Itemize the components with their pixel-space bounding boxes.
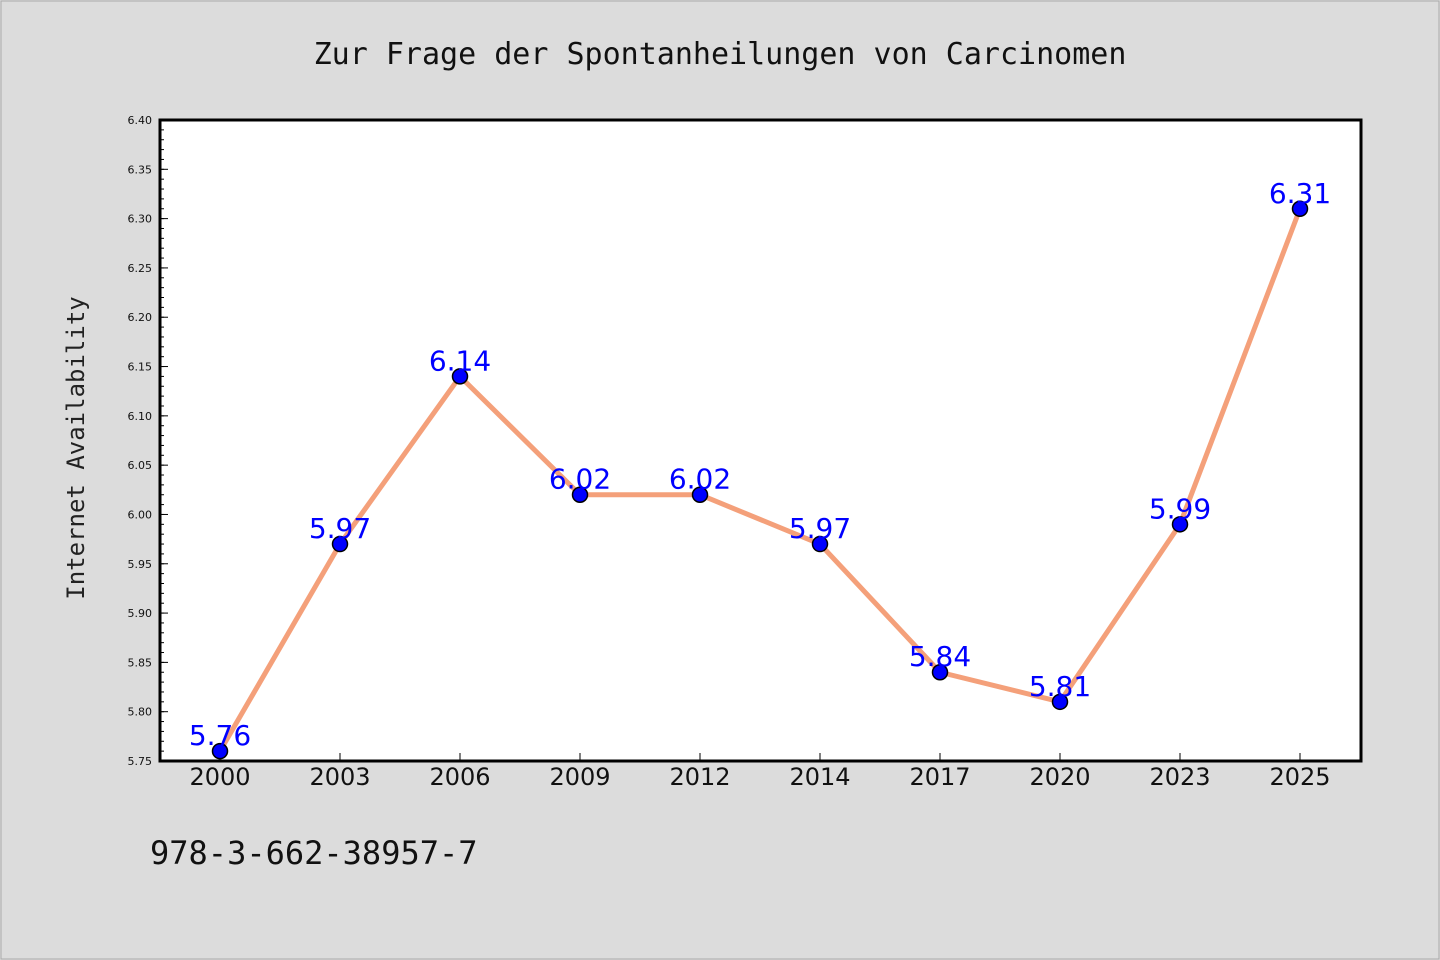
series-line-group <box>217 206 1303 754</box>
y-tick-label: 6.35 <box>128 163 153 176</box>
isbn-text: 978-3-662-38957-7 <box>150 834 478 872</box>
y-tick-label: 6.10 <box>128 410 153 423</box>
data-point <box>451 368 469 385</box>
data-point <box>331 535 349 553</box>
data-point <box>931 663 949 681</box>
data-point <box>1291 200 1309 218</box>
series-labels-group: 5.76 5.97 6.14 6.02 6.02 5.97 5.84 5.81 5.99 6.31 <box>189 177 1331 752</box>
data-label: 5.97 <box>309 512 371 545</box>
data-label: 6.02 <box>549 463 611 496</box>
data-label: 5.97 <box>789 512 851 545</box>
data-point <box>1051 693 1069 711</box>
x-tick-label: 2025 <box>1269 763 1330 791</box>
x-ticks: 2000 2003 2006 2009 2012 2014 2017 2020 2023 2025 <box>189 753 1331 791</box>
data-point <box>811 535 829 553</box>
x-tick-label: 2014 <box>789 763 850 791</box>
y-tick-label: 6.15 <box>128 361 153 374</box>
x-tick-label: 2012 <box>669 763 730 791</box>
x-tick-label: 2017 <box>909 763 970 791</box>
data-point <box>1171 516 1189 533</box>
x-tick-label: 2020 <box>1029 763 1090 791</box>
data-label: 5.99 <box>1149 492 1211 525</box>
plot-area <box>160 120 1361 761</box>
y-tick-label: 6.20 <box>128 311 153 324</box>
chart-title: Zur Frage der Spontanheilungen von Carci… <box>314 37 1127 72</box>
series-line <box>217 206 1303 754</box>
data-label: 5.84 <box>909 640 971 673</box>
data-label: 6.14 <box>429 344 491 377</box>
x-tick-label: 2009 <box>549 763 610 791</box>
x-tick-label: 2006 <box>429 763 490 791</box>
x-tick-label: 2003 <box>309 763 370 791</box>
y-tick-label: 6.40 <box>128 114 153 127</box>
x-tick-label: 2023 <box>1149 763 1210 791</box>
y-tick-label: 6.30 <box>128 213 153 226</box>
plot-frame <box>158 118 1363 763</box>
y-tick-label: 5.95 <box>128 558 153 571</box>
data-label: 5.81 <box>1029 670 1091 703</box>
y-tick-label: 5.90 <box>128 607 153 620</box>
y-axis-label: Internet Availability <box>62 296 90 599</box>
y-tick-label: 6.05 <box>128 459 153 472</box>
y-tick-label: 5.85 <box>128 656 153 669</box>
data-point <box>691 486 709 503</box>
data-label: 6.02 <box>669 463 731 496</box>
series-points-group <box>211 200 1309 760</box>
y-ticks: 5.75 5.80 5.85 5.90 5.95 6.00 6.05 6.10 6.15 6.20… <box>128 114 168 768</box>
x-tick-label: 2000 <box>189 763 250 791</box>
y-tick-label: 6.25 <box>128 262 153 275</box>
y-tick-label: 5.80 <box>128 706 153 719</box>
data-label: 5.76 <box>189 719 251 752</box>
y-tick-label: 6.00 <box>128 508 153 521</box>
y-tick-label: 5.75 <box>128 755 153 768</box>
data-point <box>571 486 589 503</box>
data-label: 6.31 <box>1269 177 1331 210</box>
data-point <box>211 742 229 760</box>
